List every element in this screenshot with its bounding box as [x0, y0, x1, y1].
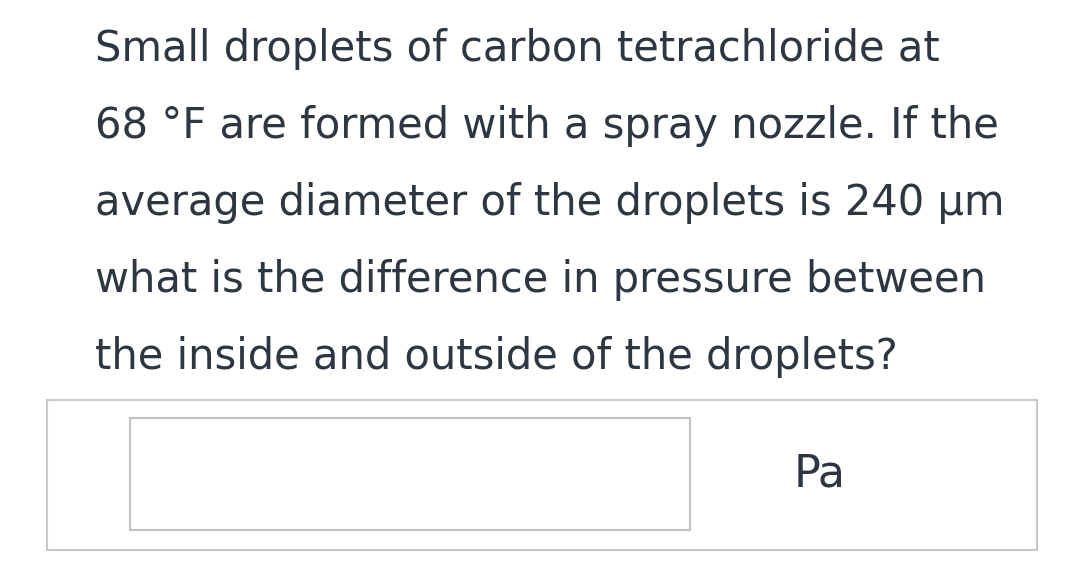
Text: Small droplets of carbon tetrachloride at: Small droplets of carbon tetrachloride a… [95, 28, 940, 70]
Text: average diameter of the droplets is 240 μm: average diameter of the droplets is 240 … [95, 182, 1004, 224]
Text: the inside and outside of the droplets?: the inside and outside of the droplets? [95, 336, 897, 378]
Text: what is the difference in pressure between: what is the difference in pressure betwe… [95, 259, 986, 301]
Text: Pa: Pa [794, 453, 846, 495]
Text: 68 °F are formed with a spray nozzle. If the: 68 °F are formed with a spray nozzle. If… [95, 105, 999, 147]
Bar [130, 418, 690, 530]
Bar [48, 400, 1037, 550]
